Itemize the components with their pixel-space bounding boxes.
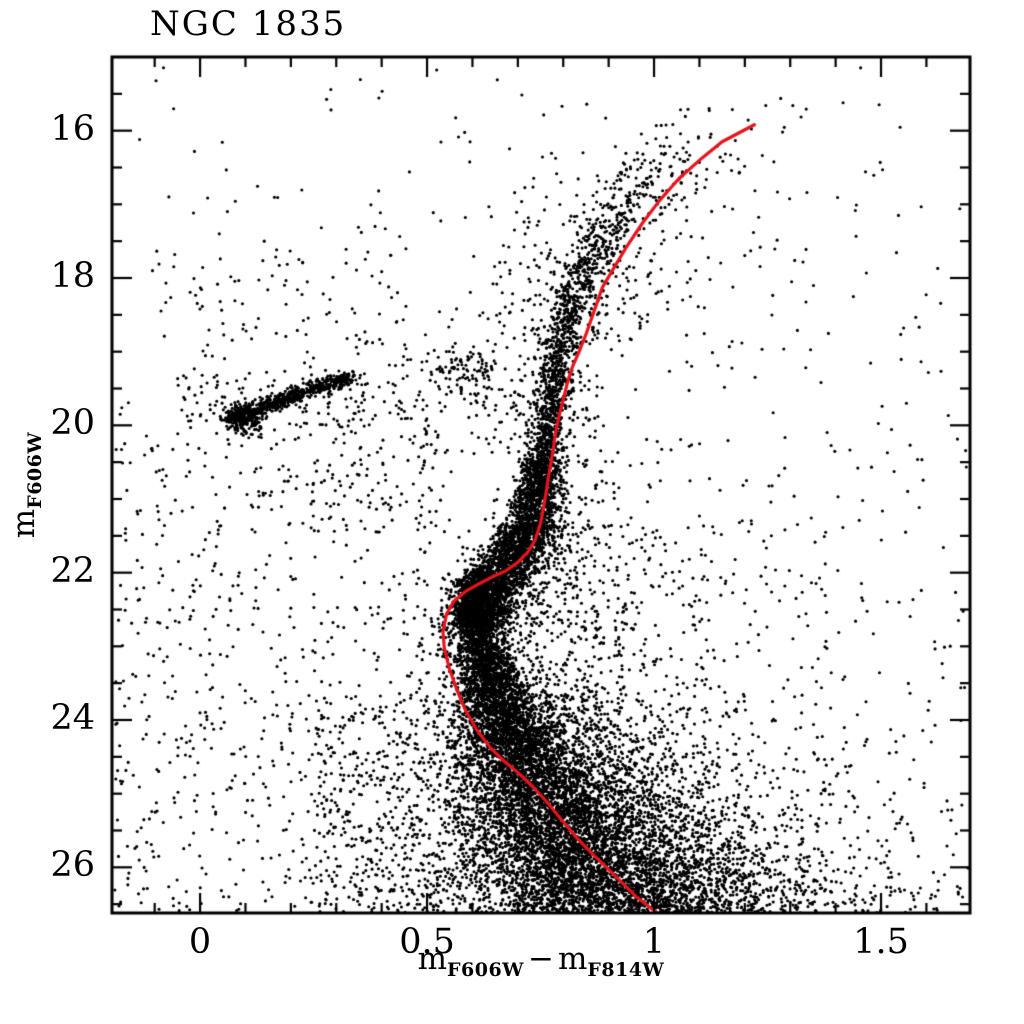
- y-tick-label: 18: [50, 255, 95, 296]
- y-tick-label: 22: [50, 550, 95, 591]
- y-tick-label: 24: [50, 697, 95, 738]
- minus-sign: −: [528, 941, 554, 977]
- chart-title: NGC 1835: [150, 4, 347, 44]
- x-label-m2: m: [557, 941, 588, 977]
- x-axis-label: mF606W − mF814W: [418, 941, 665, 981]
- y-label-sub: F606W: [24, 431, 46, 509]
- y-axis-label: mF606W: [6, 432, 46, 538]
- y-tick-label: 16: [50, 108, 95, 149]
- x-label-sub2: F814W: [587, 959, 665, 981]
- x-label-m1: m: [417, 941, 448, 977]
- x-label-sub1: F606W: [447, 959, 525, 981]
- y-tick-label: 26: [50, 845, 95, 886]
- x-tick-label: 0.5: [399, 922, 455, 962]
- x-tick-label: 1.5: [853, 922, 909, 962]
- y-tick-label: 20: [50, 403, 95, 444]
- x-tick-label: 1: [642, 922, 666, 962]
- x-tick-label: 0: [188, 922, 212, 962]
- y-label-m: m: [6, 508, 42, 539]
